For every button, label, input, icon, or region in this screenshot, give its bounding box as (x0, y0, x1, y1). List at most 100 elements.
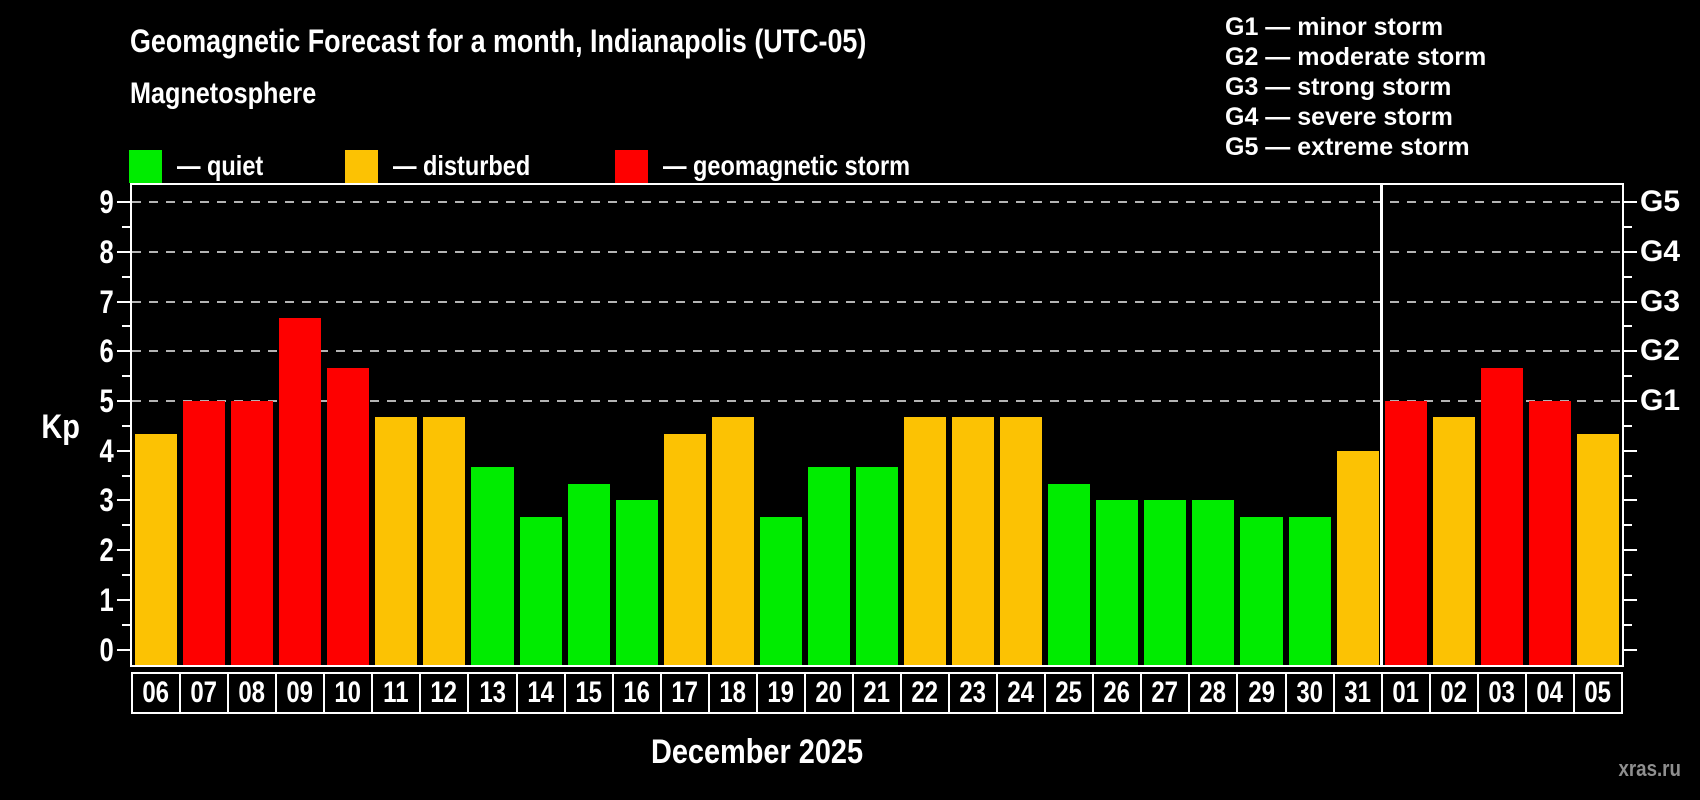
legend-quiet-label: — quiet (177, 150, 264, 181)
right-tick-kp6 (1624, 350, 1637, 353)
bars-layer (117, 185, 1637, 665)
bar-day-28 (1192, 500, 1235, 665)
left-tick-kp0 (117, 648, 130, 651)
legend-storm-label: — geomagnetic storm (663, 150, 911, 181)
bar-day-02 (1432, 417, 1475, 665)
g2-legend-line: G2 — moderate storm (1225, 43, 1487, 71)
day-label-02: 02 (1429, 672, 1479, 714)
g-axis-label-g4: G4 (1640, 234, 1681, 268)
bar-day-09 (279, 318, 322, 665)
left-tick-kp8 (117, 250, 130, 253)
day-label-04: 04 (1525, 672, 1575, 714)
y-tick-label-0: 0 (99, 631, 114, 668)
left-tick-kp4.5 (122, 424, 130, 427)
g-axis-label-g3: G3 (1640, 284, 1681, 318)
day-label-08: 08 (227, 672, 277, 714)
legend-disturbed-label: — disturbed (393, 150, 531, 181)
watermark: xras.ru (1618, 756, 1681, 781)
legend-item-storm: — geomagnetic storm (615, 149, 957, 183)
day-label-24: 24 (996, 672, 1046, 714)
day-label-23: 23 (948, 672, 998, 714)
y-tick-label-9: 9 (99, 184, 114, 221)
g-axis-labels: G1 G2 G3 G4 G5 (1640, 185, 1700, 665)
day-labels-row: 06 07 08 09 10 11 12 13 14 15 16 17 18 19 20 21 22 23 24 25… (131, 672, 1623, 714)
right-tick-kp7 (1624, 300, 1637, 303)
day-label-09: 09 (275, 672, 325, 714)
bar-day-07 (183, 401, 226, 665)
bar-day-06 (135, 434, 178, 665)
g-scale-legend: G1 — minor storm G2 — moderate storm G3 … (1225, 12, 1486, 162)
g-axis-label-g1: G1 (1640, 384, 1681, 417)
right-tick-kp1 (1624, 598, 1637, 601)
bar-day-03 (1480, 367, 1523, 665)
bar-day-04 (1528, 401, 1571, 665)
day-label-28: 28 (1188, 672, 1238, 714)
gridline-kp9 (132, 201, 1622, 204)
left-tick-kp9 (117, 201, 130, 204)
y-tick-label-7: 7 (99, 283, 114, 320)
quiet-color-swatch (129, 149, 162, 183)
g4-legend-line: G4 — severe storm (1225, 103, 1453, 131)
day-label-25: 25 (1044, 672, 1094, 714)
left-tick-kp6.5 (122, 325, 130, 328)
right-tick-kp6.5 (1624, 325, 1632, 328)
left-tick-kp5 (117, 400, 130, 402)
legend-item-disturbed: — disturbed (345, 149, 556, 183)
bar-day-19 (759, 516, 802, 665)
bar-day-08 (231, 401, 274, 665)
left-tick-kp8.5 (122, 226, 130, 229)
chart-subtitle-text: Magnetosphere (130, 77, 317, 110)
bar-day-23 (952, 417, 995, 665)
y-tick-label-3: 3 (99, 482, 114, 519)
bar-day-30 (1288, 516, 1331, 665)
month-axis-title: December 2025 (650, 733, 864, 771)
day-label-16: 16 (612, 672, 662, 714)
chart-plot-area (117, 183, 1637, 667)
g3-legend-line: G3 — strong storm (1225, 73, 1452, 101)
bar-day-24 (1000, 417, 1043, 665)
bar-day-12 (423, 417, 466, 665)
day-label-13: 13 (467, 672, 518, 714)
gridline-kp8 (132, 250, 1622, 253)
right-tick-kp1.5 (1624, 573, 1632, 576)
bar-day-20 (807, 467, 850, 665)
day-label-14: 14 (516, 672, 566, 714)
y-tick-label-5: 5 (99, 383, 114, 419)
right-tick-kp9 (1624, 201, 1637, 204)
day-label-06: 06 (131, 672, 181, 714)
day-label-17: 17 (660, 672, 710, 714)
right-tick-kp4.5 (1624, 424, 1632, 427)
y-tick-label-6: 6 (99, 333, 114, 370)
page-title: Geomagnetic Forecast for a month, Indian… (130, 24, 1007, 58)
bar-day-11 (375, 417, 418, 665)
storm-color-swatch (615, 149, 648, 183)
bar-day-13 (471, 467, 514, 665)
bar-day-14 (519, 516, 562, 665)
bar-day-01 (1384, 401, 1427, 665)
right-tick-kp0 (1624, 648, 1637, 651)
y-axis-labels: 0 1 2 3 4 5 6 7 8 9 (0, 184, 120, 668)
y-tick-label-1: 1 (99, 581, 114, 618)
day-label-19: 19 (756, 672, 806, 714)
left-tick-kp6 (117, 350, 130, 353)
gridline-kp6 (132, 350, 1622, 353)
right-tick-kp3 (1624, 499, 1637, 502)
day-label-21: 21 (852, 672, 902, 714)
bar-day-16 (615, 500, 658, 665)
kp-axis-label: Kp (41, 408, 80, 446)
left-tick-kp5.5 (122, 375, 130, 378)
gridline-kp5 (132, 400, 1622, 402)
g-axis-label-g2: G2 (1640, 334, 1681, 368)
day-label-22: 22 (900, 672, 950, 714)
left-tick-kp0.5 (122, 623, 130, 626)
left-tick-kp1 (117, 598, 130, 601)
right-tick-kp8 (1624, 250, 1637, 253)
g1-legend-line: G1 — minor storm (1225, 13, 1444, 41)
left-tick-kp2 (117, 549, 130, 552)
bar-day-26 (1096, 500, 1139, 665)
right-tick-kp3.5 (1624, 474, 1632, 477)
bar-day-17 (663, 434, 706, 665)
right-tick-kp2.5 (1624, 524, 1632, 527)
left-tick-kp1.5 (122, 573, 130, 576)
left-tick-kp4 (117, 449, 130, 452)
